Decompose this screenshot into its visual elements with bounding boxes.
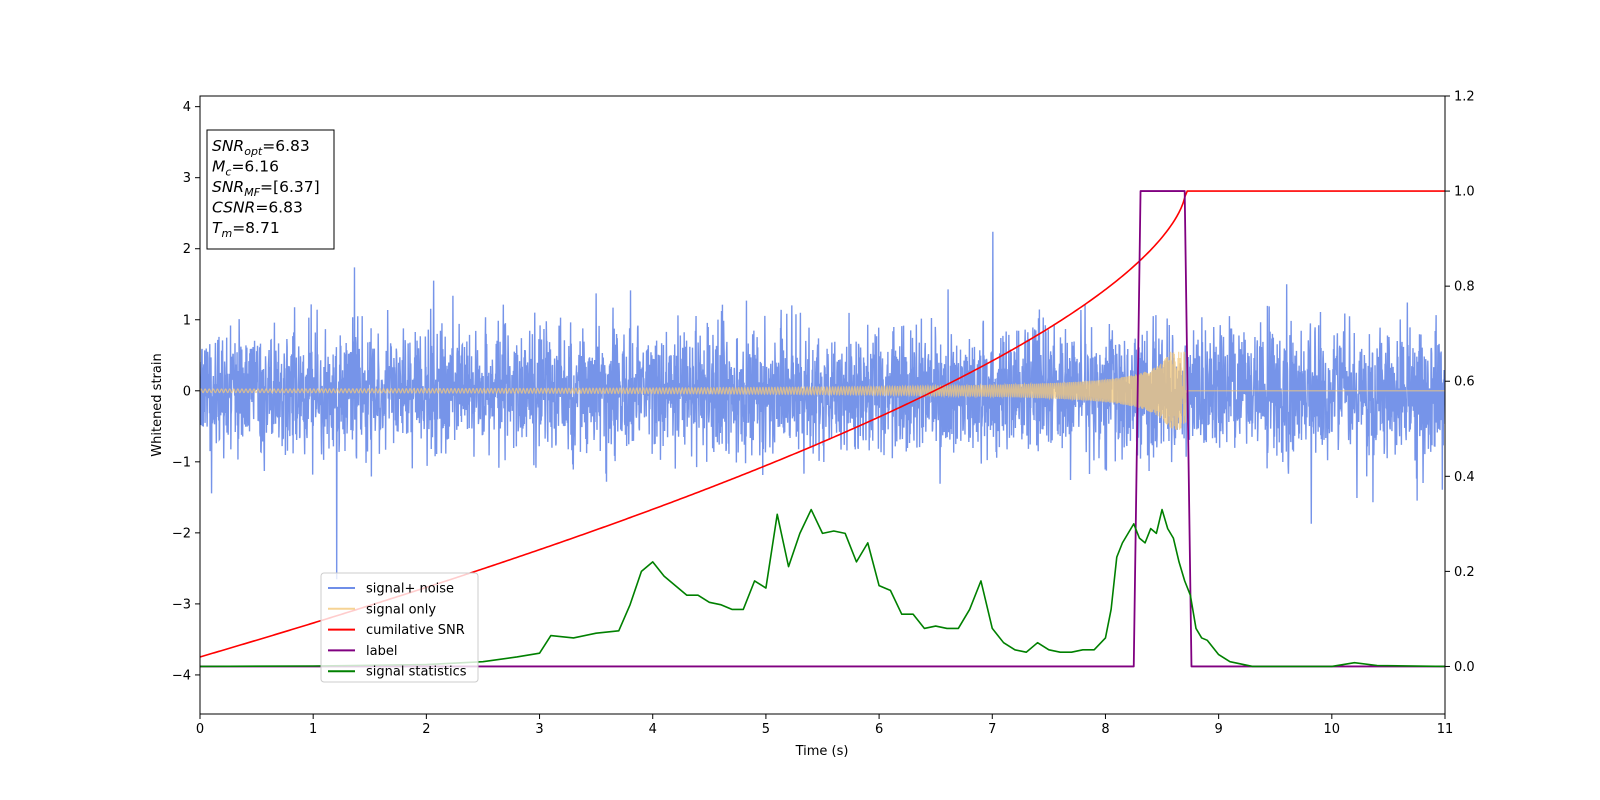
x-tick: 11: [1437, 714, 1454, 737]
y-left-tick: −1: [172, 455, 200, 470]
legend-label: signal statistics: [366, 665, 467, 680]
x-tick: 3: [535, 714, 544, 737]
y-left-tick-label: −4: [172, 668, 191, 683]
stats-line: SNRopt=6.83: [212, 137, 310, 158]
x-tick-label: 1: [309, 722, 317, 737]
y-left-tick: 2: [183, 242, 200, 257]
legend: signal+ noise signal only cumilative SNR la…: [320, 572, 479, 683]
legend-entry: signal statistics: [328, 665, 467, 680]
y-left-tick-label: 0: [183, 384, 191, 399]
x-tick: 8: [1101, 714, 1110, 737]
x-tick: 0: [196, 714, 204, 737]
legend-label: cumilative SNR: [366, 623, 465, 638]
y-left-axis-ticks: −4 −3 −2 −1 0 1 2 3 4: [172, 100, 200, 683]
x-tick: 9: [1214, 714, 1223, 737]
x-tick: 7: [988, 714, 996, 737]
y-right-tick-label: 0.6: [1454, 375, 1475, 390]
y-left-tick-label: −3: [172, 597, 191, 612]
y-left-tick: 4: [183, 100, 200, 115]
y-right-tick-label: 0.4: [1454, 470, 1475, 485]
y-right-tick: 0.8: [1445, 280, 1475, 295]
x-tick: 2: [422, 714, 431, 737]
x-tick-label: 10: [1324, 722, 1341, 737]
series-signal-only: [200, 351, 1445, 430]
y-left-tick-label: 4: [183, 100, 191, 115]
legend-label: signal+ noise: [366, 582, 454, 597]
legend-entry: signal+ noise: [328, 582, 454, 597]
y-right-tick: 0.4: [1445, 470, 1475, 485]
y-right-axis-ticks: 0.0 0.2 0.4 0.6 0.8 1.0 1.2: [1445, 90, 1475, 675]
y-left-tick-label: 2: [183, 242, 191, 257]
series-signal-statistics: [200, 508, 1445, 668]
y-left-tick: −2: [172, 526, 200, 541]
y-right-tick: 0.0: [1445, 660, 1475, 675]
series-signal-noise: [200, 231, 1445, 580]
x-tick-label: 8: [1101, 722, 1109, 737]
y-left-tick-label: −1: [172, 455, 191, 470]
y-right-tick-label: 0.0: [1454, 660, 1475, 675]
x-tick-label: 2: [422, 722, 430, 737]
y-left-tick: −3: [172, 597, 200, 612]
y-left-tick-label: −2: [172, 526, 191, 541]
x-axis-label: Time (s): [795, 744, 849, 759]
y-right-tick: 0.6: [1445, 375, 1475, 390]
y-left-tick-label: 3: [183, 171, 191, 186]
y-right-tick: 1.0: [1445, 185, 1475, 200]
x-tick-label: 7: [988, 722, 996, 737]
y-right-tick-label: 1.2: [1454, 90, 1475, 105]
y-axis-label: Whitened strain: [150, 353, 165, 456]
stats-line: CSNR=6.83: [212, 199, 303, 217]
y-right-tick: 0.2: [1445, 565, 1475, 580]
series-label: [200, 190, 1445, 668]
x-tick-label: 6: [875, 722, 883, 737]
x-tick-label: 9: [1214, 722, 1222, 737]
x-tick-label: 5: [762, 722, 770, 737]
y-left-tick: 1: [183, 313, 200, 328]
legend-label: signal only: [366, 602, 436, 617]
y-left-tick: −4: [172, 668, 200, 683]
x-tick-label: 0: [196, 722, 204, 737]
plot-frame: [199, 95, 1446, 715]
y-left-tick: 0: [183, 384, 200, 399]
x-tick: 4: [649, 714, 657, 737]
y-right-tick-label: 0.2: [1454, 565, 1475, 580]
legend-entry: label: [328, 644, 397, 659]
y-left-tick: 3: [183, 171, 200, 186]
x-tick-label: 11: [1437, 722, 1454, 737]
x-tick-label: 4: [649, 722, 657, 737]
stats-line: SNRMF=[6.37]: [212, 178, 320, 199]
x-axis-ticks: 0 1 2 3 4 5 6 7 8 9 10 11: [196, 714, 1453, 737]
y-left-tick-label: 1: [183, 313, 191, 328]
x-tick: 6: [875, 714, 883, 737]
legend-label: label: [366, 644, 397, 659]
x-tick: 1: [309, 714, 317, 737]
x-tick-label: 3: [535, 722, 543, 737]
stats-line: Mc=6.16: [212, 158, 279, 179]
legend-entry: signal only: [328, 602, 436, 617]
y-right-tick: 1.2: [1445, 90, 1475, 105]
y-right-tick-label: 1.0: [1454, 185, 1475, 200]
stats-line: Tm=8.71: [212, 219, 280, 240]
x-tick: 10: [1324, 714, 1341, 737]
y-right-tick-label: 0.8: [1454, 280, 1475, 295]
x-tick: 5: [762, 714, 770, 737]
legend-entry: cumilative SNR: [328, 623, 465, 638]
